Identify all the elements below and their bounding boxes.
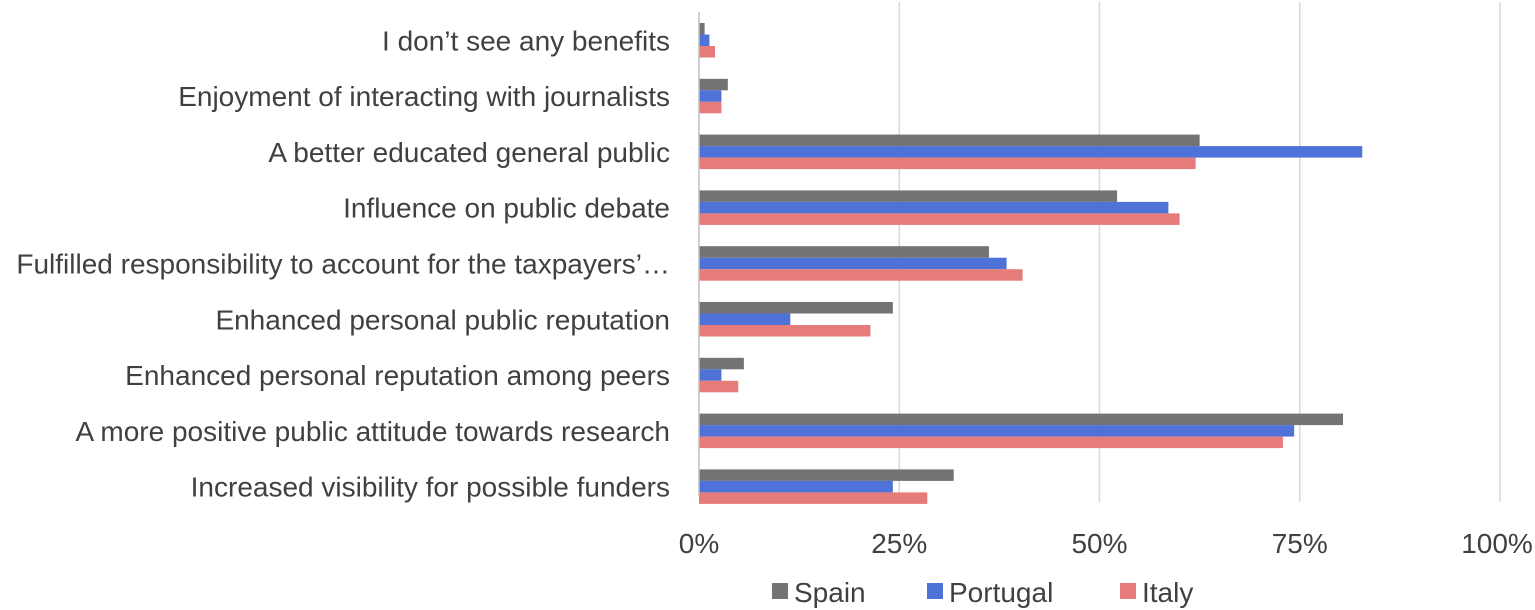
bar-spain — [699, 246, 989, 258]
bar-spain — [699, 302, 893, 314]
category-label: Fulfilled responsibility to account for … — [16, 248, 670, 279]
bar-italy — [699, 492, 928, 504]
category-label: A more positive public attitude towards … — [75, 416, 670, 447]
bar-spain — [699, 134, 1200, 147]
tick-labels: 0% 25% 50% 75% 100% — [679, 528, 1533, 559]
category-label: Enjoyment of interacting with journalist… — [178, 81, 670, 112]
category-label: Influence on public debate — [343, 193, 670, 224]
x-tick-label: 25% — [871, 528, 927, 559]
bar-portugal — [699, 201, 1169, 214]
bar-italy — [699, 46, 716, 58]
bar-spain — [699, 469, 954, 481]
x-tick-label: 0% — [679, 528, 719, 559]
bar-italy — [699, 436, 1283, 449]
bars — [699, 23, 1363, 504]
bar-portugal — [699, 90, 722, 102]
bar-portugal — [699, 480, 893, 493]
x-tick-label: 100% — [1461, 528, 1533, 559]
bar-italy — [699, 380, 739, 393]
category-label: Enhanced personal public reputation — [215, 304, 670, 335]
bar-portugal — [699, 146, 1363, 158]
legend-swatch-portugal — [927, 583, 943, 599]
legend-swatch-italy — [1120, 583, 1136, 599]
category-label: Enhanced personal reputation among peers — [125, 360, 670, 391]
bar-spain — [699, 190, 1118, 202]
bar-portugal — [699, 34, 710, 46]
bar-italy — [699, 269, 1023, 281]
legend: Spain Portugal Italy — [772, 577, 1193, 608]
bar-spain — [699, 413, 1344, 426]
bar-spain — [699, 23, 705, 35]
legend-label-spain: Spain — [794, 577, 866, 608]
legend-label-italy: Italy — [1142, 577, 1193, 608]
legend-swatch-spain — [772, 583, 788, 599]
category-labels: I don’t see any benefits Enjoyment of int… — [16, 25, 670, 502]
bar-italy — [699, 157, 1196, 170]
bar-italy — [699, 325, 871, 337]
bar-portugal — [699, 369, 722, 381]
bar-italy — [699, 101, 722, 114]
bar-portugal — [699, 257, 1007, 270]
bar-italy — [699, 213, 1180, 225]
category-label: Increased visibility for possible funder… — [191, 472, 670, 503]
legend-label-portugal: Portugal — [949, 577, 1053, 608]
bar-portugal — [699, 313, 791, 325]
bar-spain — [699, 357, 744, 370]
bar-portugal — [699, 425, 1295, 437]
category-label: A better educated general public — [268, 137, 670, 168]
category-label: I don’t see any benefits — [382, 25, 670, 56]
x-tick-label: 75% — [1272, 528, 1328, 559]
bar-spain — [699, 78, 728, 91]
x-tick-label: 50% — [1071, 528, 1127, 559]
